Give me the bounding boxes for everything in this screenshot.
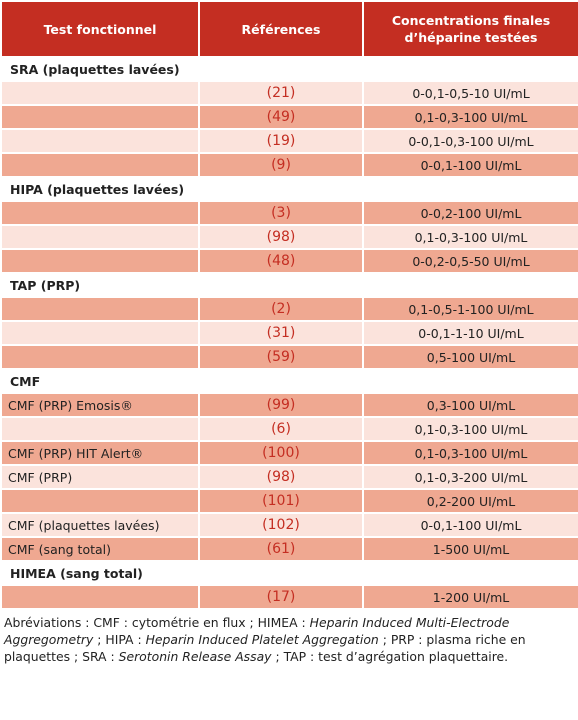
test-cell: CMF (sang total) xyxy=(0,536,200,562)
concentration-cell: 0-0,1-100 UI/mL xyxy=(362,512,578,538)
data-row: (48) 0-0,2-0,5-50 UI/mL xyxy=(0,248,578,274)
test-cell xyxy=(0,344,200,370)
reference-cell: (21) xyxy=(198,80,364,106)
footnote-text: Abréviations : CMF : cytométrie en flux … xyxy=(4,615,310,630)
data-row: CMF (PRP) HIT Alert® (100) 0,1-0,3-100 UI/… xyxy=(0,440,578,466)
data-row: CMF (PRP) (98) 0,1-0,3-200 UI/mL xyxy=(0,464,578,490)
footnote-text: Heparin Induced Multi-Electrode Aggregom… xyxy=(4,615,510,647)
table: Test fonctionnel Références Concentrations… xyxy=(0,0,578,610)
reference-cell: (48) xyxy=(198,248,364,274)
header-cell: Concentrations finales d’héparine testée… xyxy=(362,0,578,58)
footnote-text: Heparin Induced Platelet Aggregation xyxy=(145,632,379,647)
test-cell xyxy=(0,320,200,346)
reference-cell: (99) xyxy=(198,392,364,418)
reference-cell: (31) xyxy=(198,320,364,346)
data-row: (59) 0,5-100 UI/mL xyxy=(0,344,578,370)
concentration-cell: 0-0,1-0,5-10 UI/mL xyxy=(362,80,578,106)
test-cell xyxy=(0,488,200,514)
section-title: HIMEA (sang total) xyxy=(0,560,578,586)
test-cell xyxy=(0,152,200,178)
concentration-cell: 0,3-100 UI/mL xyxy=(362,392,578,418)
concentration-cell: 0,1-0,3-100 UI/mL xyxy=(362,416,578,442)
reference-cell: (102) xyxy=(198,512,364,538)
footnote-text: ; PRP : plasma riche en plaquettes ; SRA… xyxy=(4,632,526,664)
footnote: Abréviations : CMF : cytométrie en flux … xyxy=(0,610,578,665)
concentration-cell: 0,1-0,3-100 UI/mL xyxy=(362,440,578,466)
reference-cell: (59) xyxy=(198,344,364,370)
header-row: Test fonctionnel Références Concentrations… xyxy=(0,0,578,58)
reference-cell: (6) xyxy=(198,416,364,442)
header-cell: Références xyxy=(198,0,364,58)
test-cell xyxy=(0,104,200,130)
test-cell xyxy=(0,80,200,106)
data-row: (49) 0,1-0,3-100 UI/mL xyxy=(0,104,578,130)
data-row: (6) 0,1-0,3-100 UI/mL xyxy=(0,416,578,442)
data-row: (17) 1-200 UI/mL xyxy=(0,584,578,610)
data-row: CMF (sang total) (61) 1-500 UI/mL xyxy=(0,536,578,562)
concentration-cell: 0-0,1-1-10 UI/mL xyxy=(362,320,578,346)
data-row: (9) 0-0,1-100 UI/mL xyxy=(0,152,578,178)
data-row: (98) 0,1-0,3-100 UI/mL xyxy=(0,224,578,250)
data-row: CMF (PRP) Emosis® (99) 0,3-100 UI/mL xyxy=(0,392,578,418)
data-row: CMF (plaquettes lavées) (102) 0-0,1-100 UI… xyxy=(0,512,578,538)
section-row: CMF xyxy=(0,368,578,394)
section-row: TAP (PRP) xyxy=(0,272,578,298)
concentration-cell: 0,2-200 UI/mL xyxy=(362,488,578,514)
section-title: HIPA (plaquettes lavées) xyxy=(0,176,578,202)
reference-cell: (100) xyxy=(198,440,364,466)
reference-cell: (101) xyxy=(198,488,364,514)
concentration-cell: 1-200 UI/mL xyxy=(362,584,578,610)
concentration-cell: 0,1-0,5-1-100 UI/mL xyxy=(362,296,578,322)
concentration-cell: 0,1-0,3-100 UI/mL xyxy=(362,224,578,250)
section-title: SRA (plaquettes lavées) xyxy=(0,56,578,82)
footnote-text: Serotonin Release Assay xyxy=(118,649,272,664)
concentration-cell: 0-0,1-100 UI/mL xyxy=(362,152,578,178)
concentration-cell: 0-0,1-0,3-100 UI/mL xyxy=(362,128,578,154)
test-cell: CMF (plaquettes lavées) xyxy=(0,512,200,538)
table-body: SRA (plaquettes lavées) (21) 0-0,1-0,5-10 … xyxy=(0,56,578,610)
reference-cell: (3) xyxy=(198,200,364,226)
section-row: HIMEA (sang total) xyxy=(0,560,578,586)
test-cell xyxy=(0,416,200,442)
reference-cell: (98) xyxy=(198,464,364,490)
test-cell xyxy=(0,584,200,610)
reference-cell: (9) xyxy=(198,152,364,178)
test-cell xyxy=(0,296,200,322)
concentration-cell: 1-500 UI/mL xyxy=(362,536,578,562)
reference-cell: (98) xyxy=(198,224,364,250)
test-cell: CMF (PRP) HIT Alert® xyxy=(0,440,200,466)
reference-cell: (19) xyxy=(198,128,364,154)
data-row: (101) 0,2-200 UI/mL xyxy=(0,488,578,514)
reference-cell: (17) xyxy=(198,584,364,610)
data-row: (21) 0-0,1-0,5-10 UI/mL xyxy=(0,80,578,106)
reference-cell: (49) xyxy=(198,104,364,130)
test-cell: CMF (PRP) Emosis® xyxy=(0,392,200,418)
reference-cell: (2) xyxy=(198,296,364,322)
concentration-cell: 0-0,2-0,5-50 UI/mL xyxy=(362,248,578,274)
data-row: (2) 0,1-0,5-1-100 UI/mL xyxy=(0,296,578,322)
section-title: TAP (PRP) xyxy=(0,272,578,298)
test-cell xyxy=(0,248,200,274)
concentration-cell: 0-0,2-100 UI/mL xyxy=(362,200,578,226)
test-cell: CMF (PRP) xyxy=(0,464,200,490)
concentration-cell: 0,5-100 UI/mL xyxy=(362,344,578,370)
data-row: (31) 0-0,1-1-10 UI/mL xyxy=(0,320,578,346)
section-title: CMF xyxy=(0,368,578,394)
concentration-cell: 0,1-0,3-200 UI/mL xyxy=(362,464,578,490)
data-row: (3) 0-0,2-100 UI/mL xyxy=(0,200,578,226)
section-row: HIPA (plaquettes lavées) xyxy=(0,176,578,202)
test-cell xyxy=(0,224,200,250)
data-row: (19) 0-0,1-0,3-100 UI/mL xyxy=(0,128,578,154)
footnote-text: ; TAP : test d’agrégation plaquettaire. xyxy=(271,649,509,664)
section-row: SRA (plaquettes lavées) xyxy=(0,56,578,82)
concentration-cell: 0,1-0,3-100 UI/mL xyxy=(362,104,578,130)
reference-cell: (61) xyxy=(198,536,364,562)
header-cell: Test fonctionnel xyxy=(0,0,200,58)
test-cell xyxy=(0,128,200,154)
test-cell xyxy=(0,200,200,226)
footnote-text: ; HIPA : xyxy=(93,632,146,647)
